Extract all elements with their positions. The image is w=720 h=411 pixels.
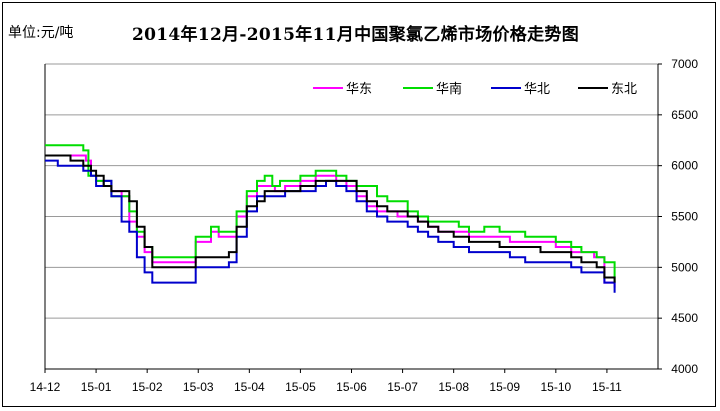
y-tick-label: 6000 xyxy=(671,159,698,173)
x-tick-label: 15-07 xyxy=(387,380,418,394)
chart-title: 2014年12月-2015年11月中国聚氯乙烯市场价格走势图 xyxy=(132,25,579,45)
y-tick-label: 4000 xyxy=(671,362,698,376)
legend: 华东 华南 华北 东北 xyxy=(313,81,637,97)
y-tick-label: 7000 xyxy=(671,57,698,71)
y-tick-label: 6500 xyxy=(671,108,698,122)
x-tick-label: 15-09 xyxy=(489,380,520,394)
legend-label: 华南 xyxy=(436,81,462,97)
x-tick-label: 15-11 xyxy=(592,380,622,394)
gridlines xyxy=(45,63,658,319)
x-tick-label: 14-12 xyxy=(30,380,61,394)
series-line-东北 xyxy=(45,154,616,283)
y-tick-label: 5500 xyxy=(671,210,698,224)
x-tick-label: 15-04 xyxy=(234,380,265,394)
x-tick-label: 15-03 xyxy=(183,380,214,394)
x-tick-label: 15-06 xyxy=(336,380,367,394)
x-tick-label: 15-10 xyxy=(540,380,571,394)
unit-label: 单位:元/吨 xyxy=(8,25,74,41)
y-tick-label: 5000 xyxy=(671,260,698,274)
y-axis-ticks: 4000 4500 5000 5500 6000 6500 7000 xyxy=(658,57,698,376)
x-tick-label: 15-02 xyxy=(132,380,163,394)
series-lines xyxy=(45,144,616,293)
series-line-华东 xyxy=(45,154,616,288)
legend-label: 东北 xyxy=(611,82,637,97)
legend-label: 华东 xyxy=(346,82,372,97)
y-tick-label: 4500 xyxy=(671,311,698,325)
x-tick-label: 15-01 xyxy=(81,380,112,394)
legend-label: 华北 xyxy=(524,82,550,97)
x-tick-label: 15-08 xyxy=(438,380,469,394)
x-axis-ticks: 14-12 15-01 15-02 15-03 15-04 15-05 15-06 15-07… xyxy=(30,369,622,394)
x-tick-label: 15-05 xyxy=(285,380,316,394)
